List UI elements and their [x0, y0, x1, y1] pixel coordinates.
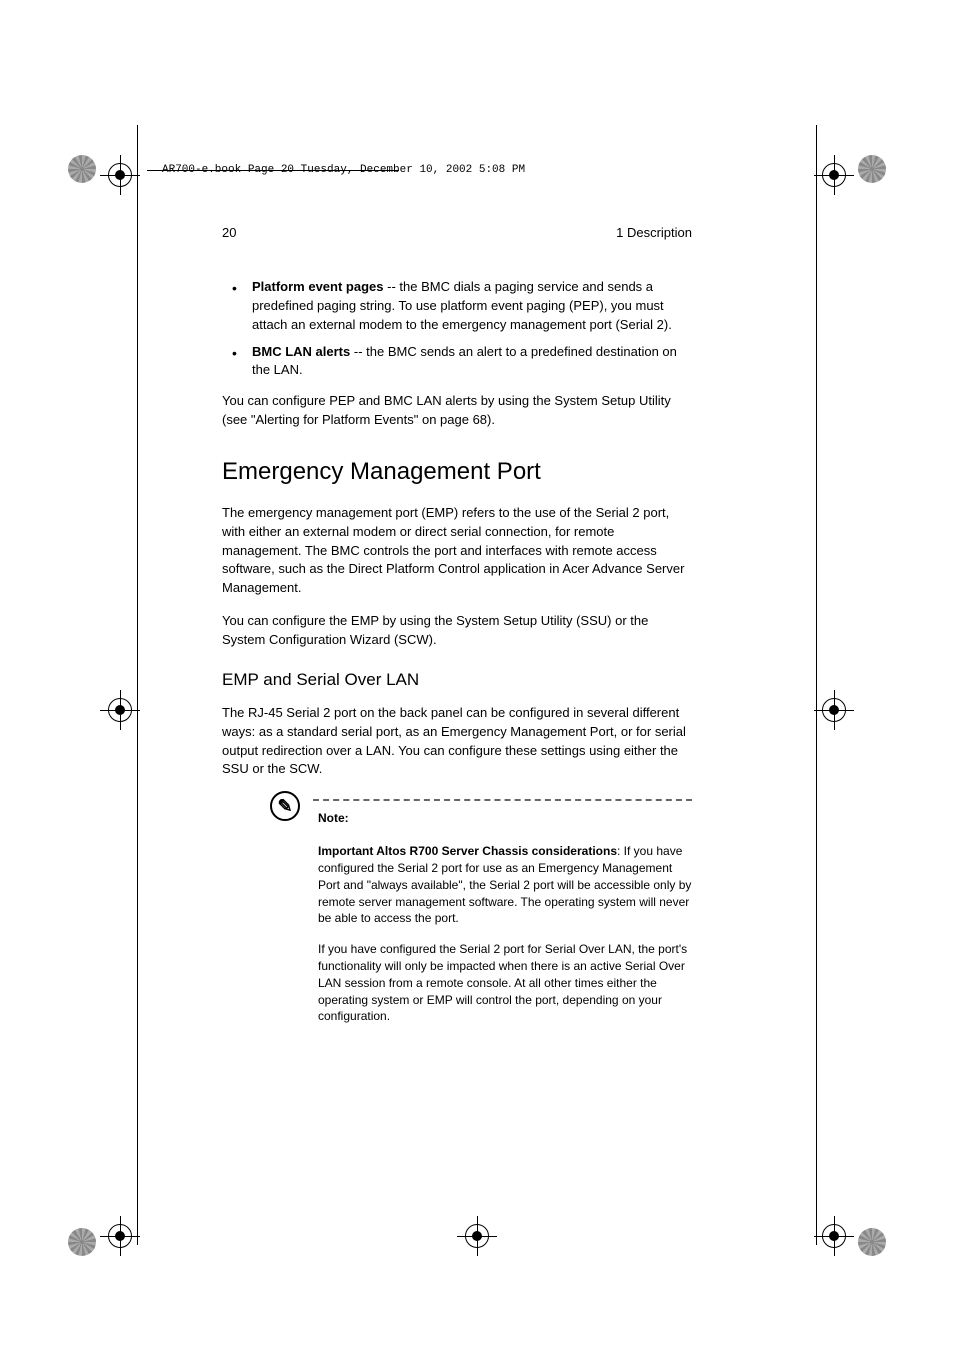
corner-ornament-bl: [68, 1228, 96, 1256]
corner-ornament-tr: [858, 155, 886, 183]
registration-mark-tl: [100, 155, 140, 195]
paragraph: You can configure PEP and BMC LAN alerts…: [222, 392, 692, 430]
paragraph: The RJ-45 Serial 2 port on the back pane…: [222, 704, 692, 779]
corner-ornament-br: [858, 1228, 886, 1256]
book-metadata: AR700-e.book Page 20 Tuesday, December 1…: [162, 164, 525, 176]
corner-ornament-tl: [68, 155, 96, 183]
note-label: Note:: [318, 811, 692, 825]
paragraph: The emergency management port (EMP) refe…: [222, 504, 692, 598]
note-paragraph: If you have configured the Serial 2 port…: [318, 941, 692, 1025]
bullet-title: BMC LAN alerts: [252, 344, 350, 359]
registration-mark-br: [814, 1216, 854, 1256]
heading-emp: Emergency Management Port: [222, 458, 692, 486]
heading-emp-serial: EMP and Serial Over LAN: [222, 670, 692, 690]
registration-mark-bl: [100, 1216, 140, 1256]
page-number: 20: [222, 225, 236, 240]
crop-mark-right: [816, 125, 817, 1245]
note-important-title: Important Altos R700 Server Chassis cons…: [318, 844, 617, 858]
note-icon: ✎: [270, 791, 300, 821]
page-content: 20 1 Description Platform event pages --…: [222, 225, 692, 1039]
page-header: 20 1 Description: [222, 225, 692, 240]
bullet-list: Platform event pages -- the BMC dials a …: [222, 278, 692, 380]
registration-mark-mb: [457, 1216, 497, 1256]
note-divider: [313, 799, 692, 801]
note-block: ✎ Note: Important Altos R700 Server Chas…: [222, 799, 692, 1025]
chapter-title: 1 Description: [616, 225, 692, 240]
registration-mark-tr: [814, 155, 854, 195]
bullet-title: Platform event pages: [252, 279, 384, 294]
note-paragraph: Important Altos R700 Server Chassis cons…: [318, 843, 692, 927]
crop-mark-left: [137, 125, 138, 1245]
list-item: Platform event pages -- the BMC dials a …: [252, 278, 692, 335]
list-item: BMC LAN alerts -- the BMC sends an alert…: [252, 343, 692, 381]
paragraph: You can configure the EMP by using the S…: [222, 612, 692, 650]
registration-mark-mr: [814, 690, 854, 730]
registration-mark-ml: [100, 690, 140, 730]
